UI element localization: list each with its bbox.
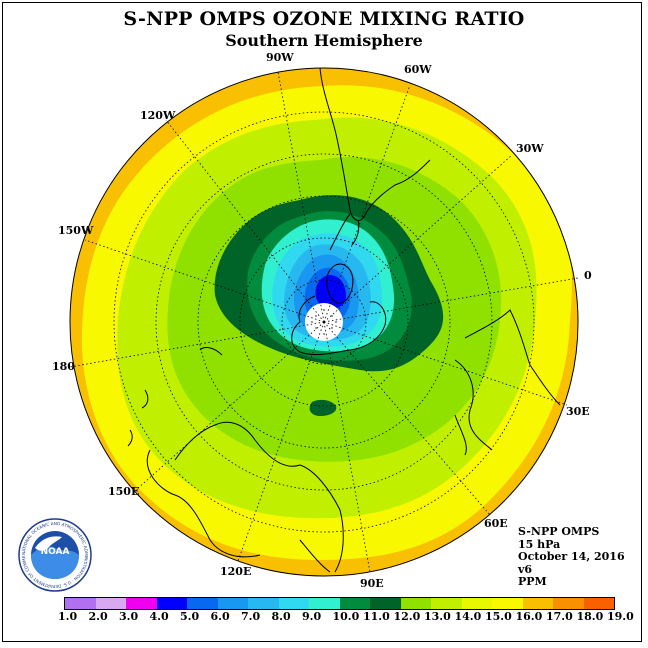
colorbar-swatch [400, 598, 431, 609]
colorbar-tick-label: 16.0 [515, 610, 543, 623]
colorbar-tick-label: 7.0 [241, 610, 261, 623]
lon-label-90w: 90W [266, 51, 294, 64]
info-instrument: S-NPP OMPS [518, 525, 600, 538]
colorbar-tick-label: 11.0 [363, 610, 390, 623]
coastlines [127, 67, 561, 573]
colorbar-tick-label: 9.0 [302, 610, 322, 623]
lon-label-60e: 60E [484, 517, 508, 530]
info-block: S-NPP OMPS 15 hPa October 14, 2016 v6 PP… [518, 525, 625, 589]
colorbar-swatch [522, 598, 553, 609]
noaa-logo: NATIONAL OCEANIC AND ATMOSPHERIC ADMINIS… [18, 518, 92, 592]
colorbar-swatch [431, 598, 462, 609]
colorbar-tick-label: 4.0 [149, 610, 169, 623]
page-title: S-NPP OMPS OZONE MIXING RATIO [123, 8, 525, 30]
colorbar-swatch [65, 598, 96, 609]
colorbar-tick-label: 14.0 [454, 610, 482, 623]
colorbar-tick-label: 12.0 [393, 610, 421, 623]
lon-label-120e: 120E [220, 565, 252, 578]
colorbar-swatch [309, 598, 340, 609]
colorbar-swatch [461, 598, 492, 609]
colorbar-swatch [126, 598, 157, 609]
lon-label-30w: 30W [516, 142, 544, 155]
colorbar-swatch [339, 598, 370, 609]
lon-label-150e: 150E [108, 485, 140, 498]
lon-label-90e: 90E [360, 577, 384, 590]
colorbar-swatch [492, 598, 523, 609]
map-frame [2, 2, 642, 642]
lon-label-180: 180 [52, 360, 75, 373]
colorbar-swatch [370, 598, 401, 609]
colorbar-tick-label: 10.0 [332, 610, 360, 623]
colorbar-tick-label: 1.0 [58, 610, 78, 623]
colorbar-swatch [217, 598, 248, 609]
colorbar-swatch [553, 598, 584, 609]
logo-text: NOAA [41, 547, 70, 557]
info-units: PPM [518, 575, 547, 588]
colorbar-tick-label: 15.0 [485, 610, 512, 623]
lon-label-30e: 30E [566, 405, 590, 418]
page-subtitle: Southern Hemisphere [225, 31, 423, 50]
colorbar-swatch [187, 598, 218, 609]
map-outline [69, 67, 579, 577]
colorbar-tick-label: 8.0 [271, 610, 291, 623]
ozone-patch [309, 399, 337, 416]
colorbar-tick-label: 13.0 [424, 610, 451, 623]
colorbar-swatch [156, 598, 187, 609]
colorbar-swatch [583, 598, 614, 609]
colorbar-tick-label: 3.0 [119, 610, 139, 623]
colorbar-swatch [248, 598, 279, 609]
colorbar-tick-label: 2.0 [88, 610, 108, 623]
colorbar-tick-label: 17.0 [546, 610, 573, 623]
colorbar-swatch [278, 598, 309, 609]
info-version: v6 [518, 562, 533, 576]
lon-label-0: 0 [584, 269, 592, 282]
info-level: 15 hPa [518, 537, 561, 551]
colorbar-tick-label: 19.0 [607, 610, 634, 623]
info-date: October 14, 2016 [518, 550, 625, 563]
lon-label-150w: 150W [58, 224, 94, 237]
graticule [69, 71, 579, 573]
colorbar-tick-label: 18.0 [576, 610, 604, 623]
colorbar-tick-label: 5.0 [180, 610, 200, 623]
colorbar [64, 597, 615, 610]
lon-label-60w: 60W [404, 63, 432, 76]
colorbar-tick-label: 6.0 [210, 610, 230, 623]
lon-label-120w: 120W [140, 109, 176, 122]
colorbar-swatch [95, 598, 126, 609]
